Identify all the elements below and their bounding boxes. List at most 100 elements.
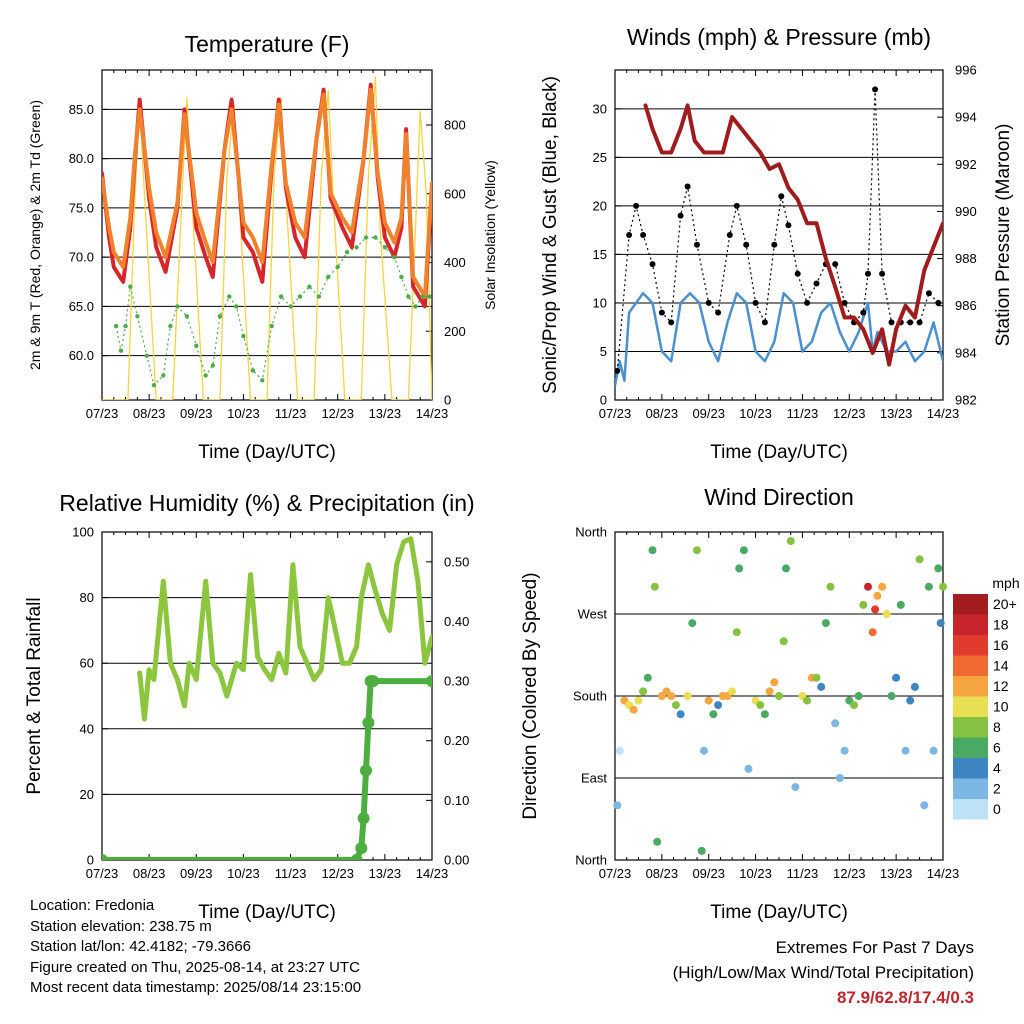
direction-point: [634, 696, 643, 705]
y-tick-label: 85.0: [69, 102, 94, 117]
legend-label: 18: [993, 617, 1009, 633]
x-tick-label: 08/23: [133, 406, 166, 421]
y-tick-label: 20: [80, 787, 94, 802]
direction-point: [934, 564, 943, 573]
direction-point: [643, 673, 652, 682]
x-tick-label: 12/23: [321, 866, 354, 881]
y-right-tick-label: 0: [444, 393, 451, 408]
direction-point: [803, 696, 812, 705]
x-tick-label: 08/23: [646, 406, 679, 421]
y-right-tick-label: 0.50: [444, 554, 469, 569]
direction-point: [728, 687, 737, 696]
y-tick-label: 40: [80, 721, 94, 736]
direction-point: [629, 705, 638, 714]
wind-speed-legend: mph 20+ 18 16 14 12 10 8 6 4 2 0: [953, 575, 1020, 820]
direction-point: [765, 687, 774, 696]
series-point-2m-td: [184, 314, 190, 319]
direction-point: [854, 692, 863, 700]
x-tick-label: 11/23: [275, 866, 307, 881]
series-line-solar-insolation: [102, 76, 432, 400]
x-tick-label: 07/23: [599, 866, 632, 881]
legend-label: 10: [993, 699, 1009, 715]
direction-point: [697, 846, 706, 855]
y-right-tick-label: 984: [955, 345, 977, 360]
y-right-tick-label: 0.30: [444, 674, 469, 689]
direction-point: [892, 673, 901, 682]
series-line-total-rainfall: [102, 678, 432, 860]
extremes-box: Extremes For Past 7 Days (High/Low/Max W…: [673, 935, 974, 1010]
direction-point: [936, 619, 945, 628]
series-point-2m-td: [297, 294, 303, 299]
direction-point: [756, 701, 765, 710]
direction-point: [648, 546, 657, 555]
extremes-title: Extremes For Past 7 Days: [775, 938, 974, 957]
series-point-gust: [785, 222, 792, 229]
x-tick-label: 12/23: [321, 406, 354, 421]
y-tick-label: 75.0: [69, 200, 94, 215]
y-tick-label: 30: [593, 101, 607, 116]
series-point-total-rainfall: [426, 675, 432, 688]
direction-point: [910, 682, 919, 691]
chart-title: Winds (mph) & Pressure (mb): [627, 24, 931, 50]
y-tick-label: 20: [593, 198, 607, 213]
direction-point: [739, 546, 748, 555]
direction-point: [915, 555, 924, 564]
y-axis-label: Direction (Colored By Speed): [520, 572, 541, 819]
direction-point: [821, 619, 830, 628]
direction-point: [826, 582, 835, 591]
direction-point: [709, 710, 718, 719]
direction-point: [639, 687, 648, 696]
series-point-2m-td: [113, 323, 119, 329]
direction-point: [812, 673, 821, 682]
series-point-gust: [778, 193, 785, 200]
x-tick-label: 12/23: [833, 866, 866, 881]
x-tick-label: 14/23: [927, 866, 960, 881]
direction-point: [896, 600, 905, 609]
direction-point: [653, 837, 662, 846]
series-point-gust: [832, 261, 839, 268]
direction-point: [871, 605, 880, 614]
series-point-gust: [794, 270, 801, 277]
direction-point: [920, 801, 929, 810]
legend-label: 4: [993, 760, 1001, 776]
chart-title: Temperature (F): [185, 31, 350, 57]
direction-point: [667, 692, 676, 700]
direction-point: [760, 710, 769, 719]
x-tick-label: 07/23: [86, 406, 119, 421]
y-right-tick-label: 982: [955, 393, 977, 408]
direction-point: [735, 564, 744, 573]
series-point-gust: [907, 319, 914, 326]
direction-point: [786, 537, 795, 546]
legend-label: 0: [993, 801, 1001, 817]
legend-label: 6: [993, 740, 1001, 756]
y-right-tick-label: 992: [955, 157, 977, 172]
chart-title: Wind Direction: [704, 484, 854, 510]
direction-point: [939, 582, 947, 591]
y-right-tick-label: 0.20: [444, 733, 469, 748]
x-axis-label: Time (Day/UTC): [710, 442, 848, 463]
direction-point: [744, 764, 753, 773]
legend-swatch: [953, 655, 988, 676]
series-point-gust: [733, 202, 740, 209]
series-point-2m-td: [128, 284, 133, 289]
y-right-tick-label: 200: [444, 324, 466, 339]
y-right-tick-label: 990: [955, 204, 977, 219]
recent-timestamp: Most recent data timestamp: 2025/08/14 2…: [30, 979, 362, 996]
series-line-9m-t: [102, 87, 432, 299]
series-point-gust: [841, 299, 848, 306]
y-right-tick-label: 0.00: [444, 853, 469, 868]
direction-point: [840, 746, 849, 755]
y-tick-label: 70.0: [69, 250, 94, 265]
humidity-precipitation-chart: 0 20 40 60 80 100 07/23 08/23 09/23 10/23 11/23 12/…: [24, 490, 475, 923]
legend-swatch: [953, 737, 988, 758]
series-point-2m-td: [217, 314, 223, 319]
x-tick-label: 13/23: [880, 406, 913, 421]
y-right-axis-label: Station Pressure (Maroon): [993, 124, 1014, 347]
y-tick-label: 60: [80, 656, 94, 671]
series-point-2m-td: [161, 373, 166, 378]
x-tick-label: 10/23: [227, 406, 260, 421]
series-point-gust: [888, 319, 895, 326]
legend-label: 14: [993, 658, 1009, 674]
y-tick-label: North: [575, 525, 607, 540]
